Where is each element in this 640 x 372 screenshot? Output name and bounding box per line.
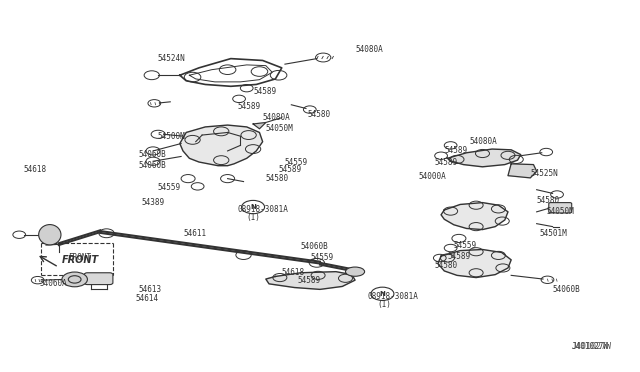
Text: 54501M: 54501M [540, 230, 568, 238]
Text: 08918-3081A: 08918-3081A [368, 292, 419, 301]
Text: 54614: 54614 [135, 294, 158, 303]
Text: FRONT: FRONT [68, 253, 92, 263]
FancyBboxPatch shape [84, 273, 113, 285]
Text: 54589: 54589 [298, 276, 321, 285]
Text: 54389: 54389 [141, 198, 164, 207]
Text: 54524N: 54524N [157, 54, 185, 63]
Text: 54580: 54580 [307, 109, 330, 119]
Text: 54611: 54611 [183, 230, 206, 238]
Text: 54050M: 54050M [546, 207, 574, 217]
Text: 54000A: 54000A [419, 172, 447, 181]
Text: J401027W: J401027W [572, 342, 612, 351]
Text: 54060B: 54060B [301, 243, 328, 251]
Text: 54060A: 54060A [40, 279, 67, 288]
Text: 54589: 54589 [237, 102, 260, 111]
Text: 54500M: 54500M [157, 132, 185, 141]
Text: 54050M: 54050M [266, 124, 294, 133]
Polygon shape [508, 164, 537, 178]
Polygon shape [441, 203, 508, 230]
Text: 08918-3081A: 08918-3081A [237, 205, 288, 215]
Text: 54559: 54559 [454, 241, 477, 250]
Text: 54589: 54589 [278, 165, 301, 174]
Text: 54589: 54589 [253, 87, 276, 96]
Text: 54559: 54559 [310, 253, 333, 263]
Text: 54080A: 54080A [262, 113, 291, 122]
Text: 54589: 54589 [444, 147, 467, 155]
Text: 54559: 54559 [285, 157, 308, 167]
Text: (1): (1) [378, 300, 391, 309]
Text: N: N [380, 291, 385, 297]
Polygon shape [447, 149, 521, 167]
Text: 54589: 54589 [435, 157, 458, 167]
Text: (1): (1) [246, 213, 260, 222]
Text: 54580: 54580 [435, 261, 458, 270]
Text: 54589: 54589 [447, 251, 470, 261]
Text: 54060B: 54060B [138, 161, 166, 170]
Text: J401027W: J401027W [572, 342, 609, 351]
Polygon shape [438, 250, 511, 278]
Text: 54060B: 54060B [138, 150, 166, 159]
Text: 54080A: 54080A [470, 137, 497, 146]
FancyBboxPatch shape [548, 203, 572, 213]
Text: FRONT: FRONT [62, 255, 99, 265]
Text: N: N [250, 204, 256, 210]
Text: 54580: 54580 [537, 196, 560, 205]
Ellipse shape [346, 267, 365, 276]
Text: 54559: 54559 [157, 183, 180, 192]
Polygon shape [180, 125, 262, 166]
Text: 54080A: 54080A [355, 45, 383, 54]
Text: 54060B: 54060B [552, 285, 580, 294]
Text: 54618: 54618 [24, 165, 47, 174]
Ellipse shape [38, 225, 61, 245]
Polygon shape [253, 122, 266, 129]
Polygon shape [266, 272, 355, 289]
Text: 54613: 54613 [138, 285, 161, 294]
Text: 54525N: 54525N [531, 169, 558, 177]
Text: 54618: 54618 [282, 268, 305, 277]
Ellipse shape [62, 272, 88, 287]
Text: 54580: 54580 [266, 174, 289, 183]
